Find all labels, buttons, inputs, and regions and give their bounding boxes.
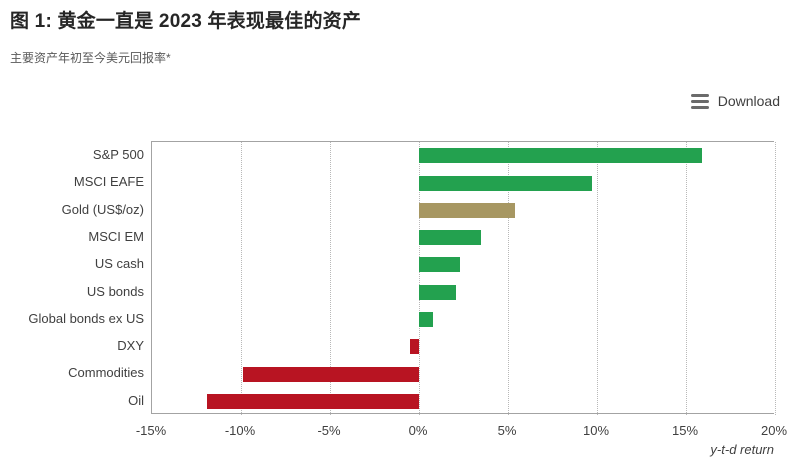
plot-area bbox=[151, 141, 776, 415]
category-axis: S&P 500 MSCI EAFE Gold (US$/oz) MSCI EM US c… bbox=[0, 141, 144, 414]
chart-title: 图 1: 黄金一直是 2023 年表现最佳的资产 bbox=[10, 11, 362, 32]
bar-gold-us-oz[interactable] bbox=[419, 202, 516, 218]
x-tick-label: 5% bbox=[497, 423, 517, 438]
x-tick-label: 10% bbox=[582, 423, 610, 438]
x-tick-label: 0% bbox=[408, 423, 428, 438]
category-label: MSCI EM bbox=[88, 228, 144, 244]
gridline bbox=[241, 142, 242, 415]
x-axis-title: y-t-d return bbox=[710, 442, 774, 457]
x-tick-label: -5% bbox=[317, 423, 341, 438]
hamburger-menu-icon bbox=[690, 93, 709, 109]
bar-msci-eafe[interactable] bbox=[419, 175, 592, 191]
category-label: Oil bbox=[128, 392, 144, 408]
x-tick-label: 20% bbox=[760, 423, 788, 438]
gridline bbox=[419, 142, 420, 415]
bar-msci-em[interactable] bbox=[419, 230, 482, 246]
bar-global-bonds-ex-us[interactable] bbox=[419, 312, 434, 327]
category-label: Commodities bbox=[68, 365, 144, 381]
category-label: MSCI EAFE bbox=[73, 174, 144, 190]
gridline bbox=[775, 142, 776, 415]
bar-us-cash[interactable] bbox=[419, 257, 460, 273]
category-label: US bonds bbox=[86, 283, 144, 299]
category-label: DXY bbox=[117, 338, 144, 354]
gridline bbox=[686, 142, 687, 415]
bar-commodities[interactable] bbox=[242, 366, 419, 382]
category-label: Gold (US$/oz) bbox=[61, 201, 144, 217]
chart-subtitle: 主要资产年初至今美元回报率* bbox=[10, 51, 171, 65]
download-button[interactable]: Download bbox=[690, 93, 780, 109]
category-label: Global bonds ex US bbox=[28, 310, 144, 326]
gridline bbox=[597, 142, 598, 415]
gridline bbox=[330, 142, 331, 415]
bar-s-p-500[interactable] bbox=[419, 148, 702, 164]
download-label: Download bbox=[717, 93, 780, 109]
bar-us-bonds[interactable] bbox=[419, 284, 457, 300]
category-label: US cash bbox=[94, 256, 144, 272]
bar-oil[interactable] bbox=[207, 393, 419, 409]
category-label: S&P 500 bbox=[92, 147, 144, 162]
x-tick-label: -10% bbox=[224, 423, 256, 438]
x-tick-label: -15% bbox=[135, 423, 167, 438]
bar-dxy[interactable] bbox=[410, 339, 419, 355]
gridline bbox=[508, 142, 509, 415]
x-tick-label: 15% bbox=[671, 423, 699, 438]
